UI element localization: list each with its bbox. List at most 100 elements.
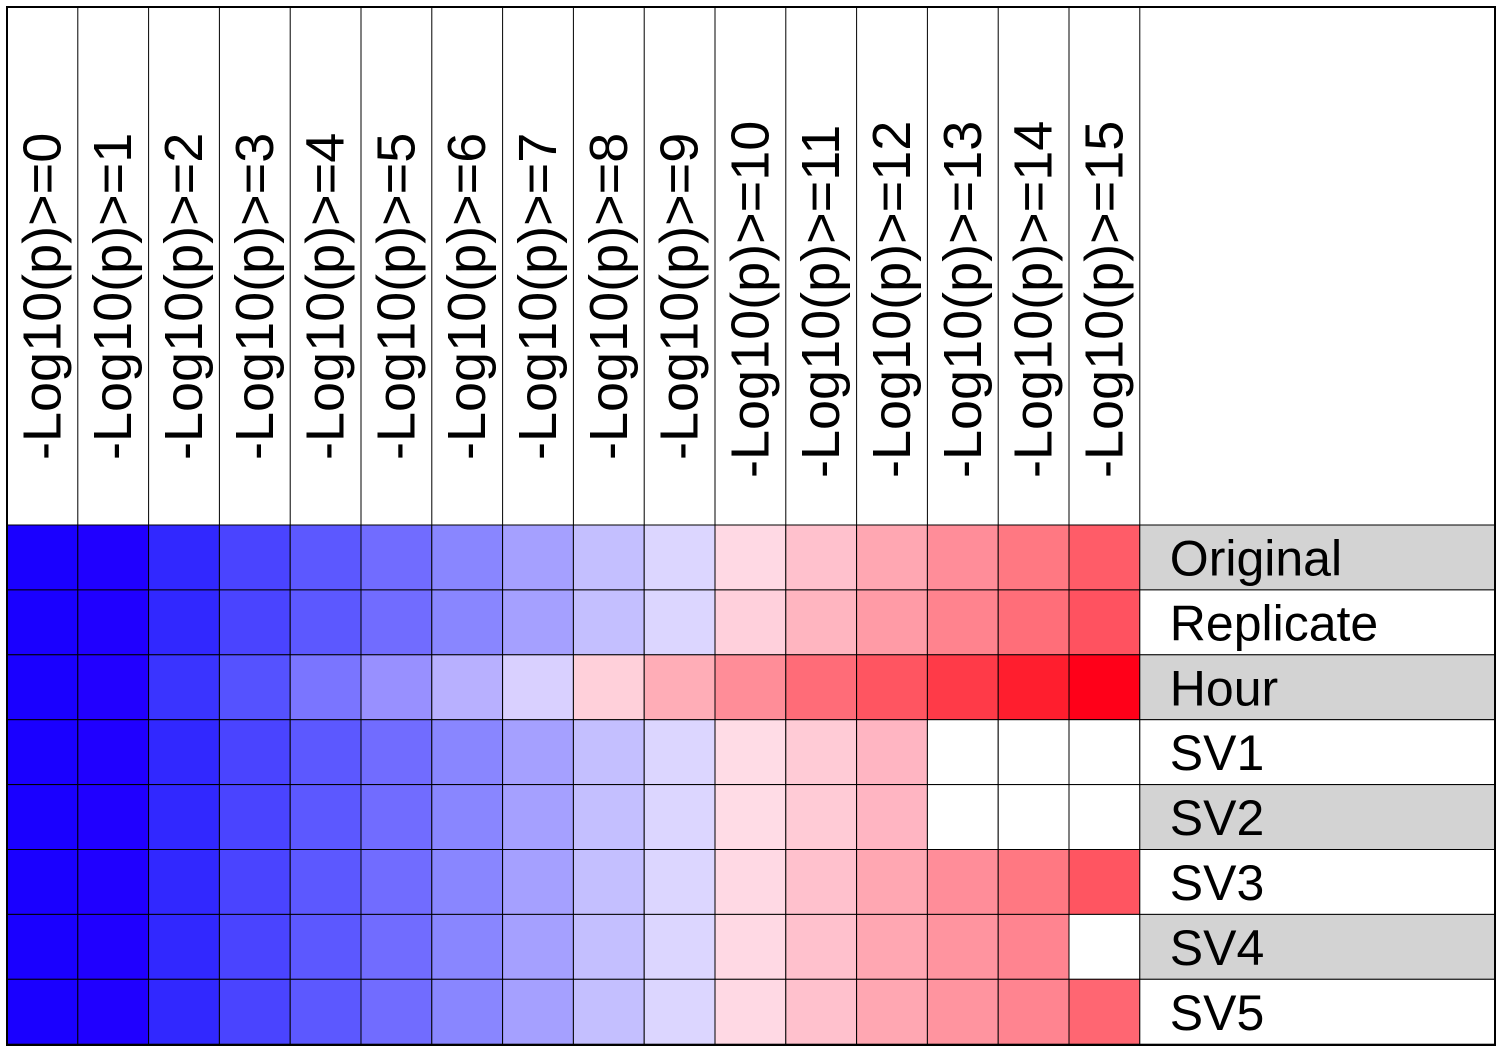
heatmap-cell [785,978,858,1045]
heatmap-cell [289,784,362,850]
heatmap-cell [714,654,787,721]
heatmap-cell [6,978,79,1045]
column-label: -Log10(p)>=2 [154,133,214,460]
row-label: Replicate [1170,595,1378,651]
heatmap-cell [360,913,433,980]
heatmap-cell [431,978,504,1045]
heatmap-cell [77,849,150,915]
heatmap-cell [785,589,858,656]
heatmap-cell [856,654,928,721]
heatmap-cell [360,524,433,591]
heatmap-cell [856,524,928,591]
column-label: -Log10(p)>=14 [1004,121,1064,478]
heatmap-cell [6,589,79,656]
row-label: SV4 [1170,920,1265,976]
heatmap-cell [148,849,220,915]
heatmap-cell [785,524,858,591]
heatmap-cell [572,978,645,1045]
heatmap-cell [856,719,928,786]
heatmap-cell [502,654,574,721]
heatmap-cell [785,654,858,721]
heatmap-cell [218,654,291,721]
heatmap-cell [926,524,999,591]
heatmap-cell [77,719,150,786]
heatmap-cell [572,849,645,915]
column-label: -Log10(p)>=9 [650,133,710,460]
row-label-background [1139,589,1496,656]
heatmap-cell [431,849,504,915]
column-label: -Log10(p)>=6 [437,133,497,460]
heatmap-cell [714,913,787,980]
row-label-background [1139,849,1496,915]
heatmap-cell [502,849,574,915]
column-label: -Log10(p)>=12 [862,121,922,478]
heatmap-cell [148,784,220,850]
row-label: SV3 [1170,855,1265,911]
heatmap-cell [1068,913,1141,980]
chart-frame [6,6,1496,1046]
row-label-background [1139,978,1496,1045]
heatmap-cell [6,849,79,915]
row-label: SV5 [1170,985,1265,1041]
heatmap-cell [218,719,291,786]
heatmap-cell [997,849,1070,915]
heatmap-cell [926,913,999,980]
heatmap-cell [572,784,645,850]
heatmap-cell [785,849,858,915]
heatmap-cell [856,849,928,915]
heatmap-cell [360,654,433,721]
heatmap-cell [218,849,291,915]
heatmap-cell [148,978,220,1045]
heatmap-cell [148,913,220,980]
row-label-backgrounds [1139,524,1496,1045]
heatmap-cell [926,654,999,721]
heatmap-cell [431,589,504,656]
heatmap-cell [218,784,291,850]
heatmap-cell [289,589,362,656]
column-label: -Log10(p)>=3 [225,133,285,460]
row-label: Original [1170,530,1342,586]
heatmap-cell [926,978,999,1045]
heatmap-cell [148,589,220,656]
heatmap-cell [1068,849,1141,915]
heatmap-cell [1068,524,1141,591]
heatmap-cell [714,978,787,1045]
heatmap-cell [289,978,362,1045]
heatmap-cell [856,784,928,850]
heatmap-cell [218,524,291,591]
heatmap-cell [77,978,150,1045]
heatmap-cell [6,719,79,786]
heatmap-cell [643,589,716,656]
heatmap-cell [714,719,787,786]
heatmap-cell [289,719,362,786]
heatmap-cell [997,913,1070,980]
heatmap-cell [643,978,716,1045]
heatmap-cell [572,913,645,980]
heatmap-cell [1068,654,1141,721]
row-label: SV1 [1170,725,1265,781]
heatmap-cell [926,719,999,786]
column-label: -Log10(p)>=4 [296,133,356,460]
heatmap-cell [785,719,858,786]
heatmap-cell [431,719,504,786]
row-label-background [1139,654,1496,721]
heatmap-cell [431,784,504,850]
heatmap-cell [997,654,1070,721]
heatmap-cell [997,589,1070,656]
heatmap-cell [997,524,1070,591]
heatmap-cell [502,784,574,850]
heatmap-cell [1068,589,1141,656]
row-label: Hour [1170,660,1278,716]
heatmap-cell [643,654,716,721]
heatmap-cell [997,978,1070,1045]
heatmap-cell [289,654,362,721]
heatmap-cell [856,978,928,1045]
heatmap-cell [643,784,716,850]
heatmap-cell [926,784,999,850]
heatmap-cell [289,524,362,591]
heatmap-cell [643,849,716,915]
heatmap-cell [1068,784,1141,850]
heatmap-cell [502,589,574,656]
column-label: -Log10(p)>=7 [508,133,568,460]
